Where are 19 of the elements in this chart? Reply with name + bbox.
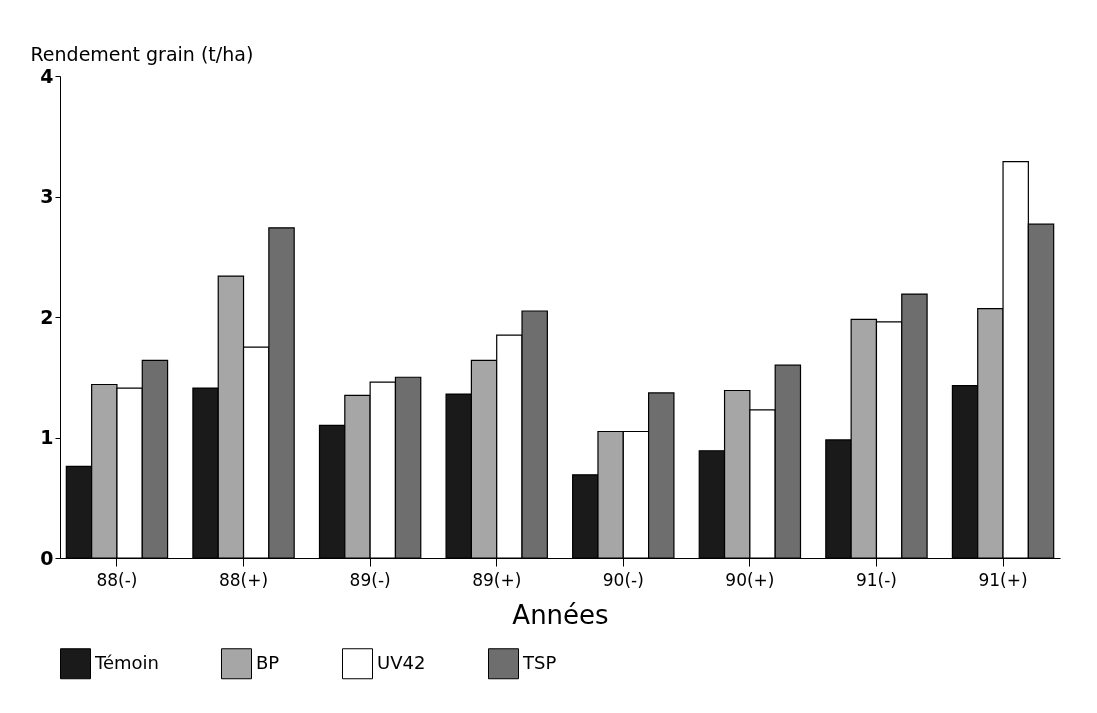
y-tick-label: 0 [40, 546, 54, 569]
x-axis-title: Années [512, 599, 609, 630]
y-tick-label: 3 [40, 185, 54, 207]
y-tick-label: 4 [40, 64, 54, 87]
y-axis-title: Rendement grain (t/ha) [30, 42, 254, 65]
x-tick-label: 91(+) [978, 569, 1028, 590]
x-tick-label: 89(-) [349, 569, 391, 590]
x-tick-label: 89(+) [472, 569, 522, 590]
legend-label: Témoin [94, 651, 159, 673]
x-tick-label: 90(-) [602, 569, 644, 590]
y-tick-label: 1 [40, 426, 54, 448]
y-tick-label: 2 [40, 305, 54, 328]
x-tick-label: 90(+) [725, 569, 775, 590]
x-tick-label: 88(+) [218, 569, 269, 590]
x-tick-label: 91(-) [855, 569, 897, 590]
legend-label: TSP [522, 651, 557, 673]
legend-label: BP [256, 651, 280, 673]
x-tick-label: 88(-) [96, 569, 138, 590]
legend-label: UV42 [377, 651, 426, 673]
